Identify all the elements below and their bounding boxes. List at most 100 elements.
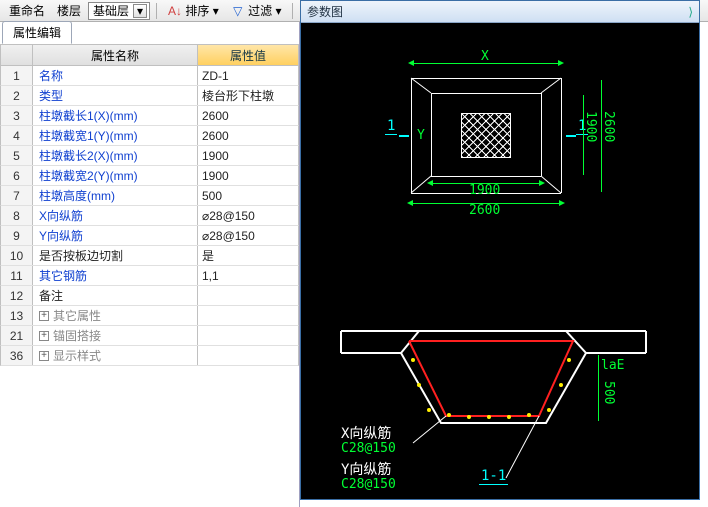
- elev-y-spec: C28@150: [341, 477, 396, 492]
- diagram-title: 参数图: [307, 3, 343, 20]
- row-number: 8: [1, 206, 33, 225]
- rebar-dot: [527, 413, 531, 417]
- filter-button[interactable]: ▽ 过滤 ▾: [226, 0, 287, 21]
- expander-icon[interactable]: +: [39, 311, 49, 321]
- elev-x-spec: C28@150: [341, 441, 396, 456]
- rebar-dot: [411, 358, 415, 362]
- property-row[interactable]: 2类型棱台形下柱墩: [0, 86, 299, 106]
- property-name: X向纵筋: [33, 206, 198, 225]
- sort-button[interactable]: A↓ 排序 ▾: [163, 0, 224, 21]
- property-value[interactable]: 500: [198, 186, 298, 205]
- property-name: 柱墩截长2(X)(mm): [33, 146, 198, 165]
- section-mark-left: 1: [385, 118, 397, 134]
- diagram-window: 参数图 ⟩ X Y 1 1: [300, 0, 700, 500]
- property-name: +其它属性: [33, 306, 198, 325]
- diagram-titlebar[interactable]: 参数图 ⟩: [301, 1, 699, 23]
- row-number: 2: [1, 86, 33, 105]
- property-row[interactable]: 36+显示样式: [0, 346, 299, 366]
- dim-inner-v: 1900: [583, 111, 598, 142]
- rebar-dot: [487, 415, 491, 419]
- property-row[interactable]: 7柱墩高度(mm)500: [0, 186, 299, 206]
- expander-icon[interactable]: +: [39, 331, 49, 341]
- dim-arrow: [408, 60, 414, 66]
- row-number: 9: [1, 226, 33, 245]
- layer-select[interactable]: 基础层 ▾: [88, 2, 150, 20]
- property-row[interactable]: 5柱墩截长2(X)(mm)1900: [0, 146, 299, 166]
- rename-button[interactable]: 重命名: [4, 0, 50, 21]
- more-icon[interactable]: ⟩: [688, 5, 693, 19]
- property-name: 名称: [33, 66, 198, 85]
- row-number: 5: [1, 146, 33, 165]
- property-header: 属性名称 属性值: [0, 44, 299, 66]
- col-name: 属性名称: [33, 45, 198, 65]
- rebar-dot: [559, 383, 563, 387]
- property-name: 柱墩截宽2(Y)(mm): [33, 166, 198, 185]
- section-title: 1-1: [479, 468, 508, 484]
- dim-elev-h: [598, 355, 599, 421]
- dim-outer-v: 2600: [601, 111, 616, 142]
- property-row[interactable]: 13+其它属性: [0, 306, 299, 326]
- section-tick: [566, 135, 576, 137]
- property-row[interactable]: 4柱墩截宽1(Y)(mm)2600: [0, 126, 299, 146]
- property-name: 备注: [33, 286, 198, 305]
- row-number: 13: [1, 306, 33, 325]
- property-value[interactable]: 2600: [198, 106, 298, 125]
- rebar-dot: [427, 408, 431, 412]
- property-value[interactable]: ⌀28@150: [198, 226, 298, 245]
- row-number: 21: [1, 326, 33, 345]
- property-name: 其它钢筋: [33, 266, 198, 285]
- property-row[interactable]: 6柱墩截宽2(Y)(mm)1900: [0, 166, 299, 186]
- plan-inner: [431, 93, 541, 94]
- property-row[interactable]: 8X向纵筋⌀28@150: [0, 206, 299, 226]
- dim-arrow: [407, 200, 413, 206]
- dim-y-label: Y: [417, 128, 425, 143]
- property-row[interactable]: 10是否按板边切割是: [0, 246, 299, 266]
- property-name: 柱墩高度(mm): [33, 186, 198, 205]
- row-number: 1: [1, 66, 33, 85]
- dim-x-label: X: [481, 49, 489, 64]
- row-number: 7: [1, 186, 33, 205]
- property-row[interactable]: 21+锚固搭接: [0, 326, 299, 346]
- property-value[interactable]: 1900: [198, 146, 298, 165]
- property-value[interactable]: ZD-1: [198, 66, 298, 85]
- property-row[interactable]: 9Y向纵筋⌀28@150: [0, 226, 299, 246]
- dim-arrow: [558, 60, 564, 66]
- property-row[interactable]: 3柱墩截长1(X)(mm)2600: [0, 106, 299, 126]
- expander-icon[interactable]: +: [39, 351, 49, 361]
- property-panel: 属性编辑 属性名称 属性值 1名称ZD-12类型棱台形下柱墩3柱墩截长1(X)(…: [0, 22, 300, 507]
- sort-icon: A↓: [168, 4, 182, 18]
- property-value[interactable]: [198, 286, 298, 305]
- property-name: 类型: [33, 86, 198, 105]
- tab-properties[interactable]: 属性编辑: [2, 21, 72, 44]
- plan-column-hatch: [461, 113, 511, 158]
- property-value[interactable]: [198, 346, 298, 365]
- property-row[interactable]: 11其它钢筋1,1: [0, 266, 299, 286]
- property-value[interactable]: 1,1: [198, 266, 298, 285]
- chevron-down-icon: ▾: [133, 4, 147, 18]
- property-value[interactable]: [198, 306, 298, 325]
- separator-2: [292, 3, 293, 19]
- property-value[interactable]: 棱台形下柱墩: [198, 86, 298, 105]
- property-value[interactable]: ⌀28@150: [198, 206, 298, 225]
- floor-button[interactable]: 楼层: [52, 0, 86, 21]
- property-value[interactable]: 1900: [198, 166, 298, 185]
- section-tick: [399, 135, 409, 137]
- col-value: 属性值: [198, 45, 298, 65]
- row-number: 6: [1, 166, 33, 185]
- property-value[interactable]: [198, 326, 298, 345]
- plan-inner: [431, 93, 432, 176]
- property-row[interactable]: 1名称ZD-1: [0, 66, 299, 86]
- property-row[interactable]: 12备注: [0, 286, 299, 306]
- plan-outer: [411, 78, 412, 193]
- plan-inner: [431, 176, 541, 177]
- property-value[interactable]: 是: [198, 246, 298, 265]
- diagram-canvas: X Y 1 1 1900 2600 1900 2600: [301, 23, 699, 499]
- elev-500: 500: [601, 381, 616, 404]
- property-name: 柱墩截宽1(Y)(mm): [33, 126, 198, 145]
- dim-arrow: [427, 180, 433, 186]
- rebar-dot: [567, 358, 571, 362]
- property-value[interactable]: 2600: [198, 126, 298, 145]
- property-name: +锚固搭接: [33, 326, 198, 345]
- dim-outer-h: 2600: [469, 203, 500, 218]
- tab-bar: 属性编辑: [0, 22, 299, 44]
